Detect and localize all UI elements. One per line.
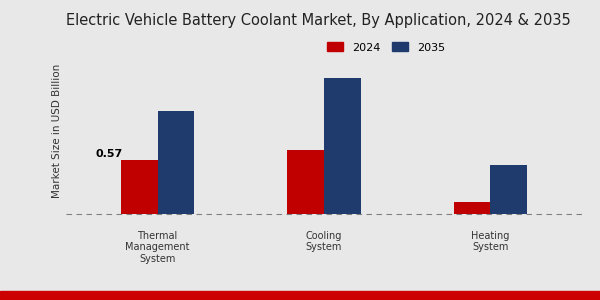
Text: Electric Vehicle Battery Coolant Market, By Application, 2024 & 2035: Electric Vehicle Battery Coolant Market,… [66,13,571,28]
Bar [287,150,324,214]
Bar [490,165,527,214]
Bar [121,160,158,214]
Text: 0.57: 0.57 [95,149,123,159]
Legend: 2024, 2035: 2024, 2035 [322,38,450,57]
Y-axis label: Market Size in USD Billion: Market Size in USD Billion [52,63,62,198]
Bar [158,111,194,214]
Bar [454,202,490,214]
Bar [324,78,361,214]
